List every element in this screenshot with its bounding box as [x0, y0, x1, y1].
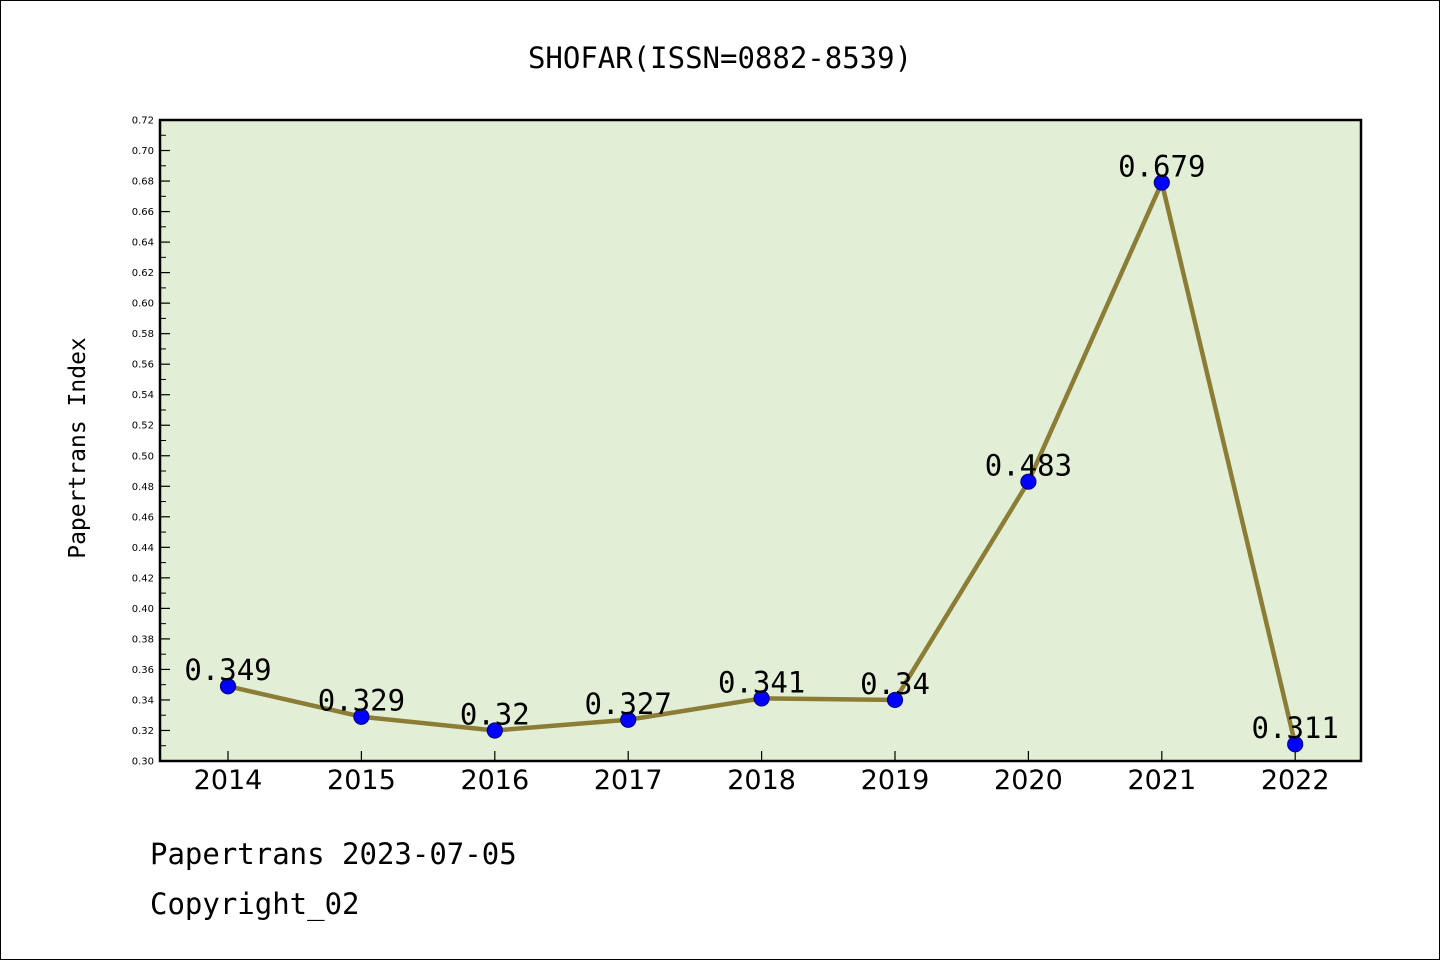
y-tick-label: 0.36 [132, 665, 154, 676]
data-label: 0.349 [184, 653, 271, 687]
y-tick-label: 0.44 [132, 543, 154, 554]
data-label: 0.32 [460, 697, 530, 731]
data-labels-group: 0.349 0.329 0.32 0.327 0.341 0.34 0.483 0.679 0.… [184, 150, 1339, 746]
y-tick-label: 0.34 [132, 695, 154, 706]
y-tick-label: 0.50 [132, 451, 154, 462]
y-tick-label: 0.72 [132, 116, 154, 127]
data-label: 0.329 [318, 684, 405, 718]
y-tick-label: 0.52 [132, 421, 154, 432]
data-point-marker [1287, 736, 1304, 753]
y-tick-label: 0.68 [132, 177, 154, 188]
y-axis-label: Papertrans Index [65, 337, 91, 559]
y-tick-label: 0.30 [132, 757, 154, 768]
y-tick-label: 0.62 [132, 268, 154, 279]
y-tick-label: 0.32 [132, 726, 154, 737]
data-point-marker [353, 708, 370, 725]
data-label: 0.679 [1118, 150, 1205, 184]
x-tick-label: 2021 [1127, 765, 1196, 796]
y-tick-label: 0.48 [132, 482, 154, 493]
x-tick-label: 2016 [460, 765, 529, 796]
plot-area [160, 120, 1361, 761]
data-label: 0.483 [985, 449, 1072, 483]
series-line-group [219, 174, 1304, 753]
y-tick-label: 0.70 [132, 146, 154, 157]
y-tick-label: 0.46 [132, 512, 154, 523]
data-point-marker [1020, 473, 1037, 490]
data-label: 0.311 [1252, 711, 1339, 745]
y-tick-label: 0.56 [132, 360, 154, 371]
footer-date: Papertrans 2023-07-05 [150, 837, 517, 871]
plot-frame [158, 118, 1363, 763]
y-tick-label: 0.64 [132, 238, 154, 249]
x-tick-label: 2017 [594, 765, 663, 796]
y-tick-label: 0.58 [132, 329, 154, 340]
chart-title: SHOFAR(ISSN=0882-8539) [528, 41, 912, 75]
data-label: 0.327 [585, 687, 672, 721]
data-point-marker [620, 711, 637, 728]
data-point-marker [1153, 174, 1170, 191]
y-tick-label: 0.40 [132, 604, 154, 615]
y-tick-label: 0.54 [132, 390, 154, 401]
x-tick-label: 2019 [861, 765, 930, 796]
data-label: 0.341 [718, 665, 805, 699]
x-tick-label: 2015 [327, 765, 396, 796]
data-point-marker [486, 722, 503, 739]
x-tick-label: 2014 [194, 765, 263, 796]
data-point-marker [886, 691, 904, 709]
x-axis-ticks: 2014 2015 2016 2017 2018 2019 2020 2021 2022 [194, 751, 1330, 796]
data-label: 0.34 [860, 667, 930, 701]
data-point-marker [753, 690, 770, 707]
x-tick-label: 2022 [1261, 765, 1330, 796]
footer-copyright: Copyright_02 [150, 887, 360, 922]
y-tick-label: 0.42 [132, 573, 154, 584]
x-tick-label: 2020 [994, 765, 1063, 796]
y-axis-ticks: 0.30 0.32 0.34 0.36 0.38 0.40 0.42 0.44 0.46 0.48… [132, 116, 170, 768]
data-point-marker [219, 678, 237, 695]
y-tick-label: 0.60 [132, 299, 154, 310]
y-tick-label: 0.38 [132, 634, 154, 645]
y-tick-label: 0.66 [132, 207, 154, 218]
x-tick-label: 2018 [727, 765, 796, 796]
